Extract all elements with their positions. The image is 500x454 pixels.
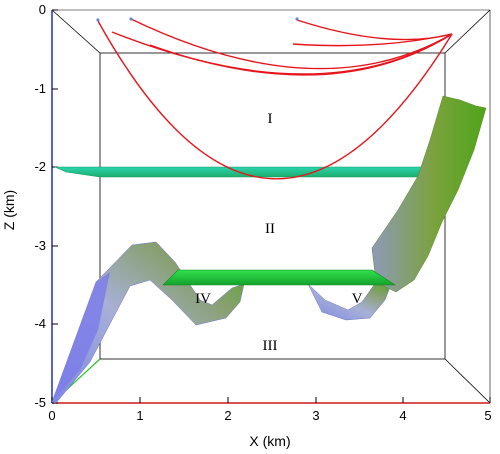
ray-path (296, 19, 453, 41)
box-edge-top-left (51, 9, 101, 54)
ray-path (292, 33, 453, 47)
box-back-face (99, 52, 446, 360)
region-label-iv: IV (195, 291, 211, 307)
source-marker (129, 17, 133, 21)
x-axis-title: X (km) (249, 433, 290, 449)
ray-paths (97, 18, 453, 180)
z-axis-title: Z (km) (1, 190, 17, 230)
z-tick-label: 0 (39, 2, 46, 17)
box-edge-bottom-right (444, 358, 491, 404)
x-tick-label: 4 (399, 408, 406, 423)
salt-body-left-limb (51, 241, 245, 404)
z-ticks (52, 9, 58, 404)
interface-upper (54, 166, 463, 178)
x-tick-label: 2 (224, 408, 231, 423)
z-tick-label: -2 (34, 159, 46, 174)
region-label-i: I (268, 111, 273, 127)
source-markers (96, 17, 299, 22)
x-ticks (51, 397, 491, 403)
region-label-ii: II (265, 221, 275, 237)
source-marker (295, 17, 299, 21)
source-marker (96, 18, 100, 22)
salt-body-left-face (52, 272, 110, 402)
z-tick-label: -5 (34, 395, 46, 410)
region-label-v: V (352, 291, 363, 307)
z-tick-label: -4 (34, 316, 46, 331)
x-tick-label: 1 (136, 408, 143, 423)
x-tick-label: 3 (312, 408, 319, 423)
region-label-iii: III (263, 338, 278, 354)
salt-body (51, 95, 487, 404)
box-edge-top-right (444, 9, 491, 54)
interface-lower (162, 269, 397, 286)
x-tick-labels: 0 1 2 3 4 5 (48, 408, 491, 423)
ray-path (149, 33, 453, 76)
z-tick-label: -3 (34, 238, 46, 253)
salt-body-shaft (371, 95, 487, 293)
ray-path (130, 18, 453, 70)
ray-path (97, 20, 453, 180)
salt-body-right-limb (307, 281, 393, 321)
z-tick-label: -1 (34, 81, 46, 96)
x-tick-label: 0 (48, 408, 55, 423)
z-tick-labels: 0 -1 -2 -3 -4 -5 (34, 2, 46, 410)
x-tick-label: 5 (484, 408, 491, 423)
